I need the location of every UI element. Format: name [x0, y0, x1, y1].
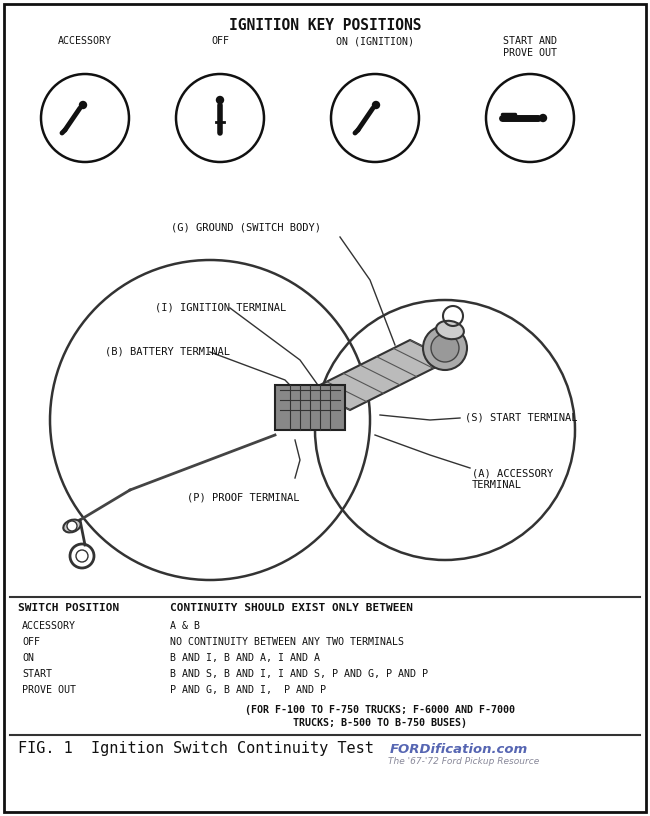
Text: START AND
PROVE OUT: START AND PROVE OUT [503, 36, 557, 58]
FancyBboxPatch shape [275, 385, 345, 430]
Circle shape [176, 74, 264, 162]
Circle shape [486, 74, 574, 162]
Text: IGNITION KEY POSITIONS: IGNITION KEY POSITIONS [229, 18, 421, 33]
Circle shape [540, 114, 547, 122]
Circle shape [216, 96, 224, 104]
Circle shape [423, 326, 467, 370]
Text: ACCESSORY: ACCESSORY [22, 621, 76, 631]
Text: PROVE OUT: PROVE OUT [22, 685, 76, 695]
Text: B AND I, B AND A, I AND A: B AND I, B AND A, I AND A [170, 653, 320, 663]
Ellipse shape [63, 520, 81, 532]
Circle shape [41, 74, 129, 162]
Text: ON: ON [22, 653, 34, 663]
Circle shape [372, 101, 380, 109]
Ellipse shape [436, 321, 464, 339]
Text: The '67-'72 Ford Pickup Resource: The '67-'72 Ford Pickup Resource [388, 757, 540, 766]
Text: NO CONTINUITY BETWEEN ANY TWO TERMINALS: NO CONTINUITY BETWEEN ANY TWO TERMINALS [170, 637, 404, 647]
Text: ACCESSORY: ACCESSORY [58, 36, 112, 46]
Circle shape [431, 334, 459, 362]
Text: ON (IGNITION): ON (IGNITION) [336, 36, 414, 46]
Text: B AND S, B AND I, I AND S, P AND G, P AND P: B AND S, B AND I, I AND S, P AND G, P AN… [170, 669, 428, 679]
Text: P AND G, B AND I,  P AND P: P AND G, B AND I, P AND P [170, 685, 326, 695]
Polygon shape [310, 340, 450, 410]
Text: CONTINUITY SHOULD EXIST ONLY BETWEEN: CONTINUITY SHOULD EXIST ONLY BETWEEN [170, 603, 413, 613]
Text: FIG. 1  Ignition Switch Continuity Test: FIG. 1 Ignition Switch Continuity Test [18, 741, 374, 756]
Text: OFF: OFF [211, 36, 229, 46]
Text: (B) BATTERY TERMINAL: (B) BATTERY TERMINAL [105, 347, 230, 357]
Text: START: START [22, 669, 52, 679]
Text: SWITCH POSITION: SWITCH POSITION [18, 603, 119, 613]
Circle shape [67, 521, 77, 531]
Text: (A) ACCESSORY
TERMINAL: (A) ACCESSORY TERMINAL [472, 468, 553, 490]
Circle shape [331, 74, 419, 162]
Text: (FOR F-100 TO F-750 TRUCKS; F-6000 AND F-7000: (FOR F-100 TO F-750 TRUCKS; F-6000 AND F… [245, 705, 515, 715]
Text: (G) GROUND (SWITCH BODY): (G) GROUND (SWITCH BODY) [171, 222, 321, 232]
Text: TRUCKS; B-500 TO B-750 BUSES): TRUCKS; B-500 TO B-750 BUSES) [293, 718, 467, 728]
Text: A & B: A & B [170, 621, 200, 631]
Text: OFF: OFF [22, 637, 40, 647]
Text: (I) IGNITION TERMINAL: (I) IGNITION TERMINAL [155, 303, 286, 313]
Text: FORDification.com: FORDification.com [390, 743, 528, 756]
Text: (S) START TERMINAL: (S) START TERMINAL [465, 413, 577, 423]
Circle shape [79, 101, 86, 109]
Text: (P) PROOF TERMINAL: (P) PROOF TERMINAL [187, 493, 299, 503]
